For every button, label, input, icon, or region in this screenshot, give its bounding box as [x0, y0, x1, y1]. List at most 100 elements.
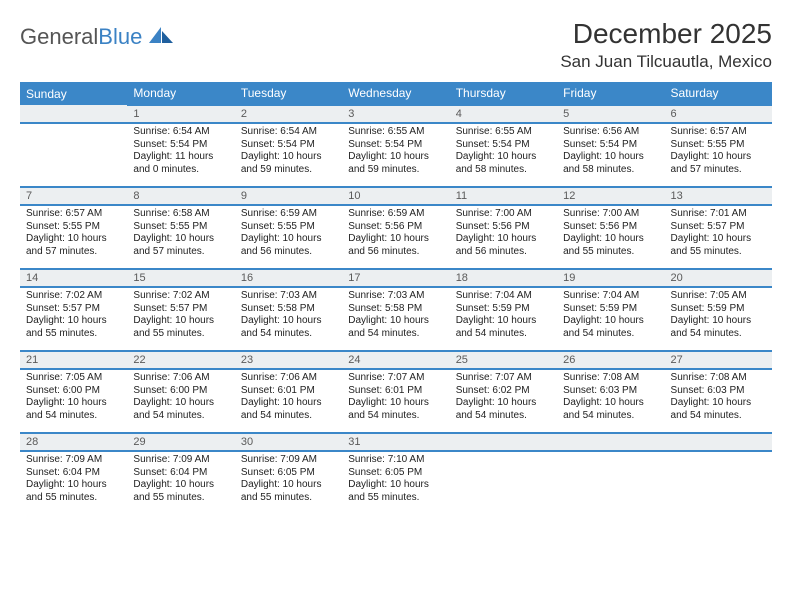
daybody-cell: Sunrise: 7:04 AMSunset: 5:59 PMDaylight:… [557, 287, 664, 351]
day-number: 22 [127, 352, 234, 368]
day-details: Sunrise: 7:09 AMSunset: 6:04 PMDaylight:… [20, 452, 127, 508]
daynum-cell: 19 [557, 269, 664, 287]
daynum-row: 78910111213 [20, 187, 772, 205]
daybody-cell: Sunrise: 6:59 AMSunset: 5:56 PMDaylight:… [342, 205, 449, 269]
sunrise-line: Sunrise: 7:05 AM [26, 372, 121, 385]
daynum-cell: 30 [235, 433, 342, 451]
sunset-line: Sunset: 5:56 PM [456, 221, 551, 234]
daybody-cell [450, 451, 557, 515]
daybody-cell: Sunrise: 6:57 AMSunset: 5:55 PMDaylight:… [20, 205, 127, 269]
day-details: Sunrise: 7:09 AMSunset: 6:05 PMDaylight:… [235, 452, 342, 508]
daybody-cell: Sunrise: 7:08 AMSunset: 6:03 PMDaylight:… [557, 369, 664, 433]
daynum-cell: 3 [342, 105, 449, 123]
sunset-line: Sunset: 5:54 PM [133, 139, 228, 152]
day-details: Sunrise: 6:55 AMSunset: 5:54 PMDaylight:… [450, 124, 557, 180]
daynum-cell [450, 433, 557, 451]
day-number: 17 [342, 270, 449, 286]
daybody-cell: Sunrise: 7:02 AMSunset: 5:57 PMDaylight:… [20, 287, 127, 351]
sunset-line: Sunset: 6:05 PM [241, 467, 336, 480]
daybody-cell: Sunrise: 7:09 AMSunset: 6:05 PMDaylight:… [235, 451, 342, 515]
daybody-cell [20, 123, 127, 187]
weekday-header: Friday [557, 82, 664, 105]
daylight-line: Daylight: 10 hours and 54 minutes. [241, 315, 336, 340]
daybody-cell: Sunrise: 7:03 AMSunset: 5:58 PMDaylight:… [235, 287, 342, 351]
sunset-line: Sunset: 5:59 PM [456, 303, 551, 316]
day-details: Sunrise: 7:05 AMSunset: 5:59 PMDaylight:… [665, 288, 772, 344]
daylight-line: Daylight: 10 hours and 57 minutes. [671, 151, 766, 176]
sunrise-line: Sunrise: 6:57 AM [671, 126, 766, 139]
daynum-cell: 6 [665, 105, 772, 123]
day-number: 13 [665, 188, 772, 204]
daybody-cell: Sunrise: 6:54 AMSunset: 5:54 PMDaylight:… [235, 123, 342, 187]
day-number: 16 [235, 270, 342, 286]
daylight-line: Daylight: 10 hours and 55 minutes. [133, 315, 228, 340]
weekday-header-row: SundayMondayTuesdayWednesdayThursdayFrid… [20, 82, 772, 105]
day-details: Sunrise: 7:06 AMSunset: 6:01 PMDaylight:… [235, 370, 342, 426]
day-number: 28 [20, 434, 127, 450]
daynum-cell: 22 [127, 351, 234, 369]
day-details: Sunrise: 7:05 AMSunset: 6:00 PMDaylight:… [20, 370, 127, 426]
sunset-line: Sunset: 6:00 PM [133, 385, 228, 398]
day-number: 15 [127, 270, 234, 286]
daylight-line: Daylight: 11 hours and 0 minutes. [133, 151, 228, 176]
sunrise-line: Sunrise: 7:02 AM [26, 290, 121, 303]
sunrise-line: Sunrise: 7:07 AM [348, 372, 443, 385]
daylight-line: Daylight: 10 hours and 57 minutes. [26, 233, 121, 258]
day-details: Sunrise: 6:54 AMSunset: 5:54 PMDaylight:… [127, 124, 234, 180]
day-details: Sunrise: 7:00 AMSunset: 5:56 PMDaylight:… [450, 206, 557, 262]
weekday-header: Monday [127, 82, 234, 105]
day-number: 2 [235, 106, 342, 122]
sunset-line: Sunset: 6:03 PM [563, 385, 658, 398]
daynum-cell: 18 [450, 269, 557, 287]
sunrise-line: Sunrise: 7:03 AM [241, 290, 336, 303]
sunset-line: Sunset: 5:56 PM [348, 221, 443, 234]
sunrise-line: Sunrise: 6:54 AM [241, 126, 336, 139]
daybody-cell: Sunrise: 7:00 AMSunset: 5:56 PMDaylight:… [557, 205, 664, 269]
sunrise-line: Sunrise: 6:55 AM [348, 126, 443, 139]
day-number: 4 [450, 106, 557, 122]
day-details: Sunrise: 7:08 AMSunset: 6:03 PMDaylight:… [557, 370, 664, 426]
day-details: Sunrise: 7:02 AMSunset: 5:57 PMDaylight:… [20, 288, 127, 344]
sunrise-line: Sunrise: 6:59 AM [348, 208, 443, 221]
daybody-cell: Sunrise: 7:10 AMSunset: 6:05 PMDaylight:… [342, 451, 449, 515]
daylight-line: Daylight: 10 hours and 55 minutes. [26, 479, 121, 504]
day-number: 1 [127, 106, 234, 122]
daybody-cell [557, 451, 664, 515]
daynum-cell: 1 [127, 105, 234, 123]
day-number: 21 [20, 352, 127, 368]
daynum-cell: 17 [342, 269, 449, 287]
day-details: Sunrise: 6:58 AMSunset: 5:55 PMDaylight:… [127, 206, 234, 262]
daynum-cell: 10 [342, 187, 449, 205]
daybody-row: Sunrise: 6:57 AMSunset: 5:55 PMDaylight:… [20, 205, 772, 269]
sunset-line: Sunset: 5:58 PM [241, 303, 336, 316]
daylight-line: Daylight: 10 hours and 55 minutes. [671, 233, 766, 258]
daylight-line: Daylight: 10 hours and 57 minutes. [133, 233, 228, 258]
sunset-line: Sunset: 5:54 PM [241, 139, 336, 152]
day-number: 11 [450, 188, 557, 204]
day-details: Sunrise: 7:10 AMSunset: 6:05 PMDaylight:… [342, 452, 449, 508]
sunset-line: Sunset: 5:54 PM [563, 139, 658, 152]
daylight-line: Daylight: 10 hours and 54 minutes. [348, 397, 443, 422]
day-number: 6 [665, 106, 772, 122]
daynum-cell: 5 [557, 105, 664, 123]
daylight-line: Daylight: 10 hours and 58 minutes. [563, 151, 658, 176]
daybody-cell: Sunrise: 7:04 AMSunset: 5:59 PMDaylight:… [450, 287, 557, 351]
daylight-line: Daylight: 10 hours and 54 minutes. [456, 315, 551, 340]
day-number: 24 [342, 352, 449, 368]
day-number: 27 [665, 352, 772, 368]
day-details: Sunrise: 6:54 AMSunset: 5:54 PMDaylight:… [235, 124, 342, 180]
day-details: Sunrise: 6:56 AMSunset: 5:54 PMDaylight:… [557, 124, 664, 180]
daynum-cell: 12 [557, 187, 664, 205]
daybody-cell: Sunrise: 6:56 AMSunset: 5:54 PMDaylight:… [557, 123, 664, 187]
daylight-line: Daylight: 10 hours and 54 minutes. [563, 315, 658, 340]
daynum-cell: 25 [450, 351, 557, 369]
day-number: 23 [235, 352, 342, 368]
daylight-line: Daylight: 10 hours and 59 minutes. [348, 151, 443, 176]
sunset-line: Sunset: 6:04 PM [133, 467, 228, 480]
daynum-cell: 29 [127, 433, 234, 451]
weekday-header: Wednesday [342, 82, 449, 105]
daylight-line: Daylight: 10 hours and 55 minutes. [348, 479, 443, 504]
weekday-header: Sunday [20, 82, 127, 105]
daylight-line: Daylight: 10 hours and 55 minutes. [563, 233, 658, 258]
sunset-line: Sunset: 5:55 PM [241, 221, 336, 234]
